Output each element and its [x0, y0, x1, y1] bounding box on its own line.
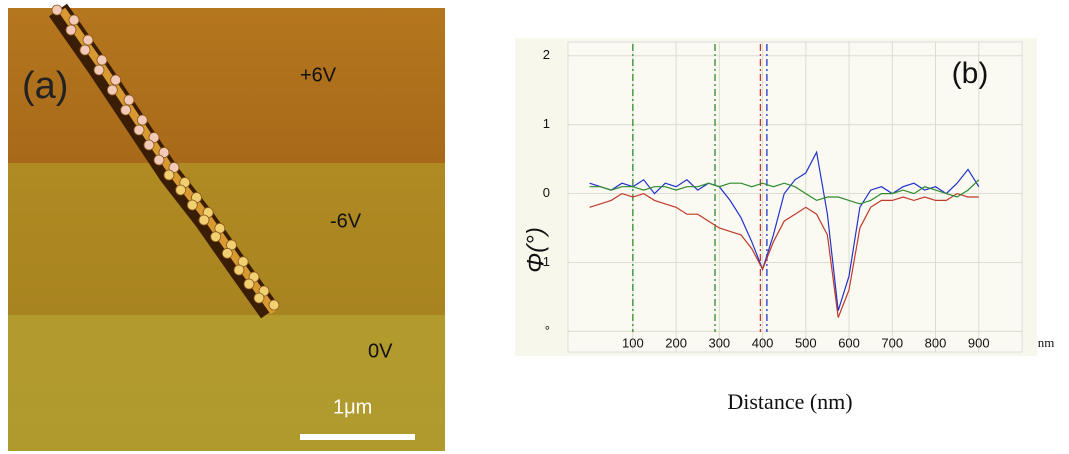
x-tick-label: 600 — [838, 335, 860, 350]
bead — [65, 24, 77, 36]
x-axis-label: Distance (nm) — [727, 389, 852, 414]
bead — [106, 84, 118, 96]
panel-label: (b) — [952, 57, 989, 90]
bead — [233, 264, 245, 276]
bead — [51, 4, 63, 16]
bead — [120, 104, 132, 116]
x-tick-label: 900 — [968, 335, 990, 350]
bead — [82, 34, 94, 46]
bead — [210, 231, 222, 243]
x-unit: nm — [1038, 335, 1055, 350]
bead — [186, 199, 198, 211]
bead — [96, 54, 108, 66]
bead — [110, 74, 122, 86]
scale-label: 1μm — [333, 396, 372, 418]
bead — [148, 132, 160, 143]
bead — [168, 162, 180, 173]
panel-label: (a) — [22, 65, 68, 107]
plot-area — [567, 41, 1023, 353]
bead — [136, 114, 148, 126]
x-tick-label: 200 — [665, 335, 687, 350]
bead — [143, 139, 155, 151]
afm-image: (a) +6V -6V 0V 1μm — [8, 3, 445, 451]
bead — [123, 94, 135, 106]
bead — [68, 14, 80, 26]
bead — [133, 124, 145, 136]
x-tick-label: 500 — [795, 335, 817, 350]
data-line — [589, 150, 980, 311]
y-tick-label: 2 — [543, 47, 550, 62]
beads — [51, 4, 280, 311]
bead — [153, 154, 165, 166]
bead — [221, 247, 233, 259]
voltage-label: +6V — [300, 64, 337, 86]
voltage-label: -6V — [330, 210, 362, 232]
y-tick-label: 1 — [543, 116, 550, 131]
x-tick-label: 700 — [881, 335, 903, 350]
y-axis-label: Φ(°) — [522, 227, 549, 273]
y-tick-label: 0 — [543, 185, 550, 200]
x-tick-label: 300 — [708, 335, 730, 350]
y-tick-label: ° — [545, 323, 550, 338]
x-tick-label: 100 — [622, 335, 644, 350]
bead — [163, 169, 175, 181]
bead — [198, 214, 210, 226]
bead — [158, 147, 170, 158]
bead — [79, 44, 91, 56]
y-tick-label: -1 — [538, 254, 550, 269]
bead — [253, 292, 265, 304]
data-line — [589, 179, 980, 205]
scan-band — [8, 315, 445, 451]
data-line — [589, 192, 979, 318]
voltage-label: 0V — [368, 340, 393, 362]
x-tick-label: 400 — [752, 335, 774, 350]
bead — [268, 299, 280, 311]
bead — [175, 184, 187, 196]
x-tick-label: 800 — [925, 335, 947, 350]
bead — [243, 278, 255, 290]
bead — [93, 64, 105, 76]
